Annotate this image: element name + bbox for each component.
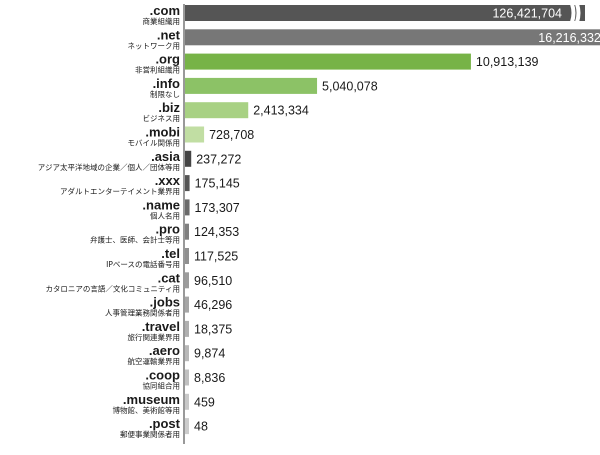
- bar-biz: [185, 102, 249, 119]
- tld-label-info: .info: [153, 76, 180, 91]
- value-label-biz: 2,413,334: [253, 104, 309, 118]
- tld-label-coop: .coop: [145, 368, 180, 383]
- value-label-tel: 117,525: [194, 250, 238, 264]
- tld-label-jobs: .jobs: [150, 295, 180, 310]
- value-label-coop: 8,836: [194, 371, 225, 385]
- tld-label-travel: .travel: [142, 319, 180, 334]
- value-label-jobs: 46,296: [194, 298, 232, 312]
- bar-org: [185, 53, 471, 70]
- tld-desc-cat: カタロニアの言語／文化コミュニティ用: [45, 283, 180, 293]
- tld-label-name: .name: [142, 197, 180, 212]
- bar-jobs: [185, 296, 189, 313]
- tld-desc-pro: 弁護士、医師、会計士等用: [90, 235, 180, 245]
- tld-desc-info: 制限なし: [150, 89, 180, 99]
- tld-label-museum: .museum: [123, 392, 180, 407]
- tld-desc-name: 個人名用: [150, 210, 180, 220]
- tld-label-biz: .biz: [158, 100, 180, 115]
- tld-desc-biz: ビジネス用: [143, 114, 181, 123]
- tld-desc-travel: 旅行関連業界用: [128, 332, 181, 342]
- tld-label-asia: .asia: [151, 149, 181, 164]
- tld-label-post: .post: [149, 416, 181, 431]
- tld-desc-post: 郵便事業関係者用: [120, 429, 180, 439]
- value-label-org: 10,913,139: [476, 55, 539, 69]
- tld-label-cat: .cat: [158, 270, 181, 285]
- bar-info: [185, 77, 318, 94]
- value-label-travel: 18,375: [194, 322, 232, 336]
- tld-desc-asia: アジア太平洋地域の企業／個人／団体等用: [38, 162, 180, 172]
- value-label-cat: 96,510: [194, 274, 232, 288]
- value-label-aero: 9,874: [194, 347, 225, 361]
- bar-xxx: [185, 175, 190, 192]
- tld-label-net: .net: [157, 27, 181, 42]
- bar-net: [185, 29, 600, 46]
- tld-label-tel: .tel: [161, 246, 180, 261]
- bar-coop: [185, 369, 189, 386]
- axis-break-mark: [570, 3, 576, 23]
- tld-label-xxx: .xxx: [155, 173, 181, 188]
- bar-tel: [185, 248, 189, 264]
- tld-label-com: .com: [150, 3, 180, 18]
- value-label-xxx: 175,145: [195, 177, 240, 191]
- tld-desc-xxx: アダルトエンターテイメント業界用: [60, 186, 180, 196]
- tld-desc-org: 非営利組織用: [135, 65, 180, 75]
- value-label-post: 48: [194, 420, 208, 434]
- tld-desc-net: ネットワーク用: [128, 41, 181, 50]
- tld-desc-mobi: モバイル関係用: [128, 139, 181, 148]
- tld-desc-coop: 協同組合用: [143, 381, 181, 391]
- tld-label-aero: .aero: [149, 343, 180, 358]
- value-label-pro: 124,353: [194, 225, 239, 239]
- tld-desc-museum: 博物館、美術館等用: [113, 405, 181, 415]
- bar-post: [185, 418, 189, 435]
- value-label-name: 173,307: [195, 201, 240, 215]
- bar-asia: [185, 150, 192, 167]
- value-label-info: 5,040,078: [322, 79, 378, 93]
- value-label-net: 16,216,332: [538, 31, 600, 45]
- tld-label-pro: .pro: [155, 222, 180, 237]
- bar-cat: [185, 272, 189, 289]
- tld-desc-jobs: 人事管理業務関係者用: [105, 308, 180, 318]
- tld-desc-tel: IPベースの電話番号用: [106, 259, 180, 269]
- bar-travel: [185, 320, 189, 337]
- axis-break-mark: [575, 3, 581, 23]
- bar-mobi: [185, 126, 205, 143]
- bar-pro: [185, 223, 189, 240]
- bar-com: [185, 5, 585, 21]
- value-label-mobi: 728,708: [209, 128, 254, 142]
- bar-name: [185, 199, 190, 216]
- tld-label-mobi: .mobi: [145, 125, 180, 140]
- tld-desc-aero: 航空運輸業界用: [128, 356, 181, 366]
- tld-desc-com: 商業組織用: [143, 16, 181, 26]
- value-label-asia: 237,272: [196, 152, 241, 166]
- tld-label-org: .org: [155, 52, 180, 67]
- value-label-museum: 459: [194, 395, 215, 409]
- value-label-com: 126,421,704: [492, 7, 562, 21]
- bar-museum: [185, 393, 189, 410]
- bar-aero: [185, 345, 189, 362]
